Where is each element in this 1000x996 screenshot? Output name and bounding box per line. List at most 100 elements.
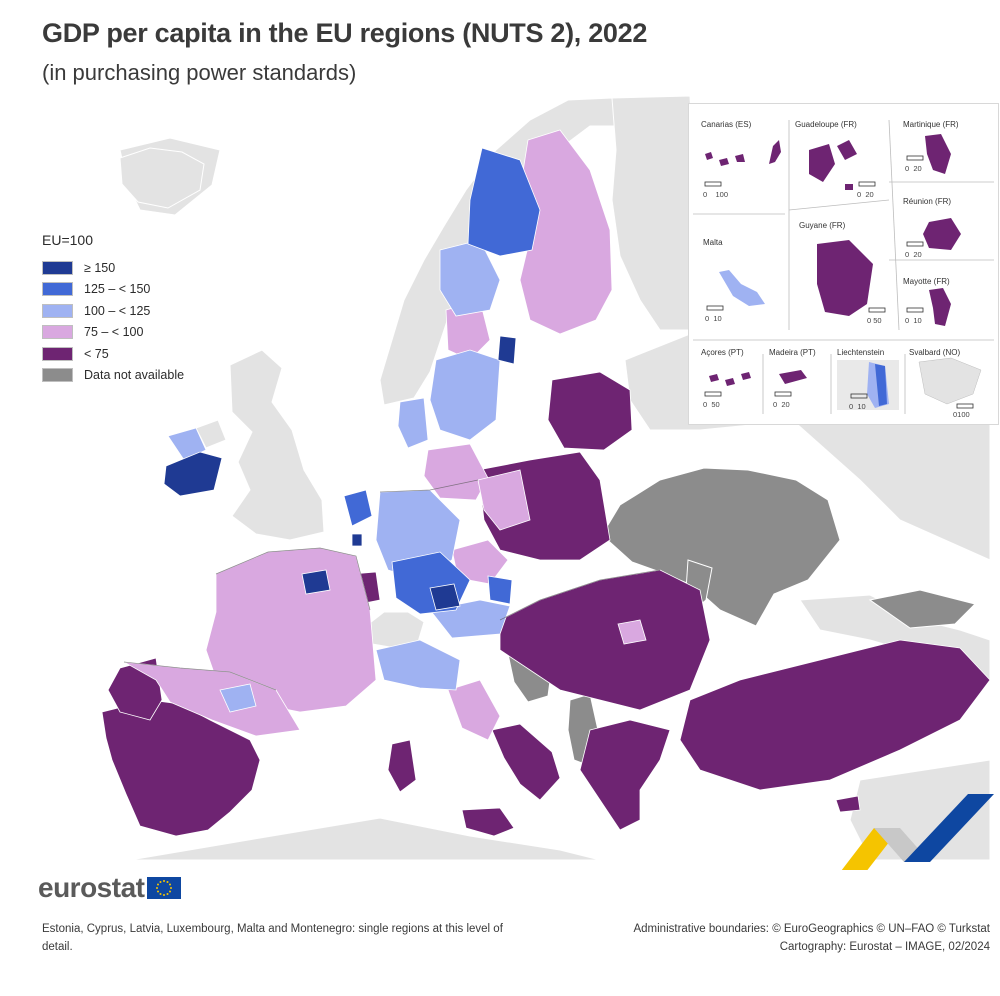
mayotte-shape [929,288,951,326]
romania-bucharest-region [617,619,647,645]
baltics-region [547,371,633,451]
guadeloupe-shape [809,140,857,190]
scale-label: 0 10 [849,402,866,411]
liechtenstein-inset [837,360,899,410]
legend-label: 75 – < 100 [84,325,144,340]
italy-north-region [375,639,461,691]
scale-label: 0 20 [857,190,874,199]
regions-150-plus [163,335,517,611]
switzerland-land [365,611,425,649]
map-legend: EU=100 ≥ 150 125 – < 150 100 – < 125 75 … [42,232,184,386]
inset-label: Açores (PT) [701,348,744,357]
cyprus-region [835,795,861,813]
austria-east-region [487,575,513,605]
ireland-west-region [167,427,207,461]
eu-flag-icon [147,877,182,899]
credits-cartography: Cartography: Eurostat – IMAGE, 02/2024 [779,941,990,953]
poland-west-region [477,469,531,531]
sardinia-region [387,739,417,793]
country-borders [123,479,661,691]
legend-swatch [42,260,73,275]
scale-label: 0 50 [867,316,882,325]
svalbard-shape [918,357,982,405]
legend-item: 75 – < 100 [42,322,184,344]
sweden-top-region [467,147,541,257]
legend-label: 125 – < 150 [84,282,151,297]
credits-boundaries: Administrative boundaries: © EuroGeograp… [633,923,990,935]
turkey-region [679,639,991,791]
scale-label: 0100 [953,410,970,419]
logo-text: eurostat [38,872,145,903]
acores-shape [709,372,751,386]
page-subtitle: (in purchasing power standards) [42,60,357,85]
malta-shape [719,270,765,306]
stockholm-region [497,335,517,365]
inset-label: Guadeloupe (FR) [795,120,857,129]
north-africa-land [129,817,601,861]
data-not-available-regions [507,467,976,767]
ireland-east-region [163,451,223,497]
credits: Administrative boundaries: © EuroGeograp… [633,920,990,956]
scale-label: 0 20 [773,400,790,409]
inset-label: Liechtenstein [837,348,885,357]
legend-item: ≥ 150 [42,257,184,279]
inset-label: Madeira (PT) [769,348,816,357]
scale-label: 0 10 [705,314,722,323]
legend-item: < 75 [42,343,184,365]
iceland-land [119,147,205,209]
inset-label: Guyane (FR) [799,221,846,230]
inset-label: Svalbard (NO) [909,348,961,357]
legend-item: 100 – < 125 [42,300,184,322]
footnote: Estonia, Cyprus, Latvia, Luxembourg, Mal… [42,923,503,953]
paris-region [301,569,331,595]
canarias-shape [705,140,781,166]
italy-center-region [447,679,501,741]
inset-label: Réunion (FR) [903,197,952,206]
greece-region [579,719,671,831]
legend-label: ≥ 150 [84,260,116,275]
legend-label: 100 – < 125 [84,303,151,318]
brand-ribbons [841,794,994,870]
russia-east-land [611,95,701,331]
sicily-region [461,807,515,837]
legend-swatch [42,346,73,361]
sweden-south-region [429,349,501,441]
inset-label: Martinique (FR) [903,120,959,129]
inset-map-graphics [693,119,994,414]
germany-east-region [423,443,489,501]
legend-title: EU=100 [42,232,93,248]
scale-label: 0 100 [703,190,729,199]
scale-label: 0 50 [703,400,720,409]
legend-label: < 75 [84,346,109,361]
inset-label: Malta [703,238,723,247]
regions-below-75 [101,371,991,837]
georgia-region [868,589,976,629]
guyane-shape [817,240,873,316]
luxembourg-region [351,533,363,547]
uk-land [229,349,325,541]
scale-label: 0 20 [905,164,922,173]
legend-label: Data not available [84,368,185,383]
inset-panel: Canarias (ES) Guadeloupe (FR) Martinique… [688,103,999,425]
legend-item: 125 – < 150 [42,279,184,301]
inset-label: Canarias (ES) [701,120,752,129]
northern-ireland-land [195,419,227,449]
netherlands-region [343,489,373,527]
inset-label: Mayotte (FR) [903,277,950,286]
legend-swatch [42,368,73,383]
martinique-shape [925,134,951,174]
reunion-shape [923,218,961,250]
legend-swatch [42,282,73,297]
regions-75-100 [123,129,647,741]
scale-label: 0 20 [905,250,922,259]
denmark-region [397,397,429,449]
scale-label: 0 10 [905,316,922,325]
spain-ne-region [219,683,257,713]
eurostat-logo: eurostat [38,872,182,904]
legend-swatch [42,303,73,318]
blue-ribbon-icon [904,794,994,862]
legend-item: Data not available [42,365,184,387]
europe-map [101,95,994,870]
page-title: GDP per capita in the EU regions (NUTS 2… [42,18,648,48]
madeira-shape [779,370,807,384]
